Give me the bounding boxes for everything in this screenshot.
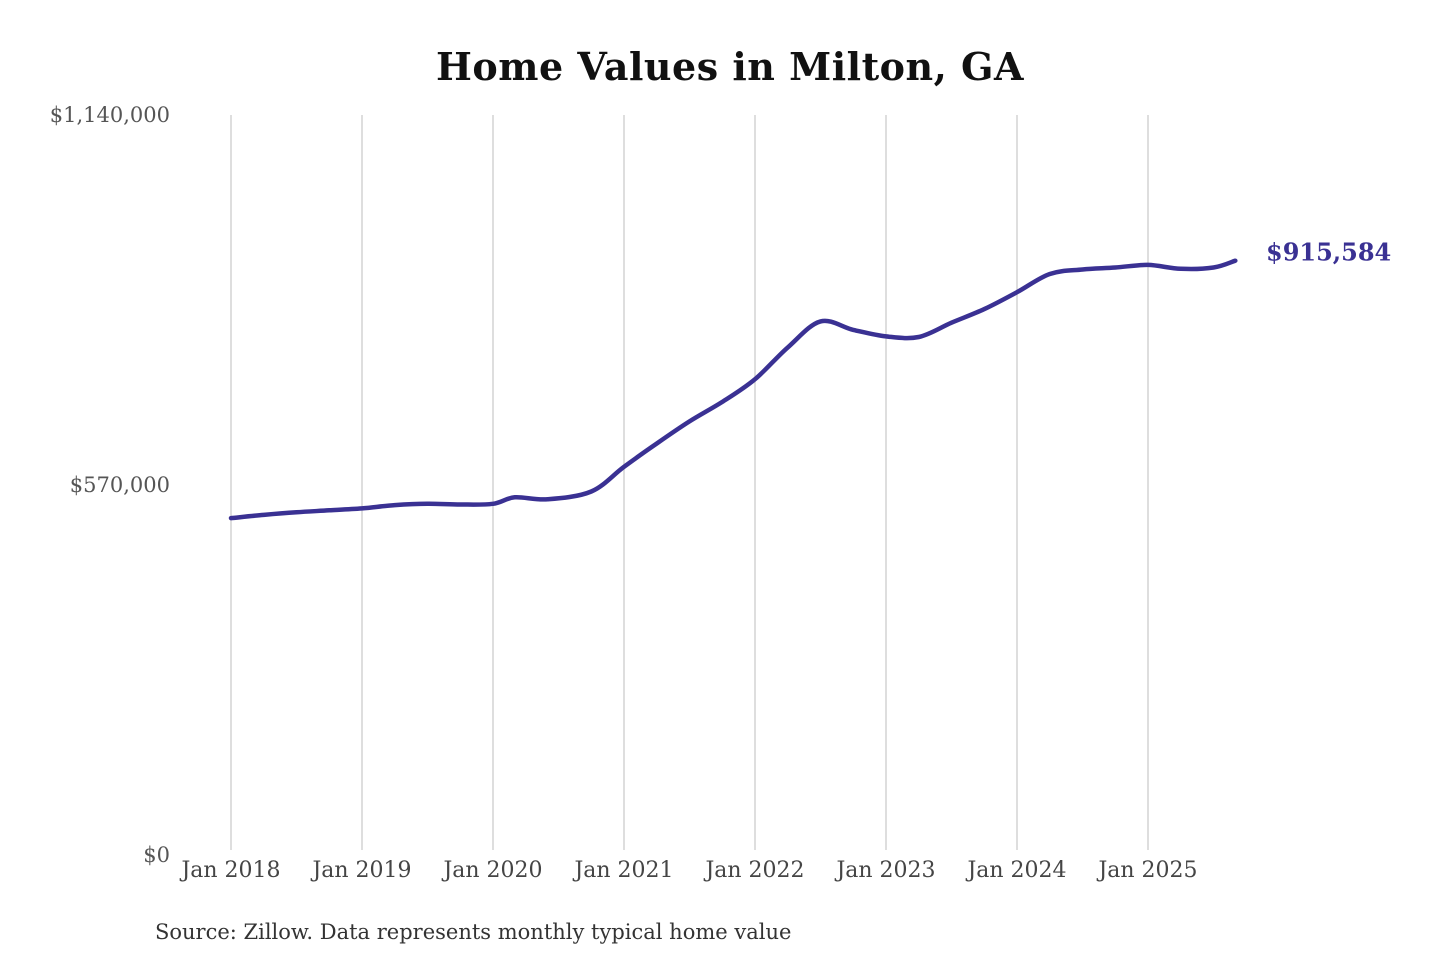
x-axis-tick-label: Jan 2023 xyxy=(836,858,936,883)
x-axis-tick-label: Jan 2024 xyxy=(967,858,1067,883)
current-value-label: $915,584 xyxy=(1266,237,1392,267)
y-axis-tick-label: $1,140,000 xyxy=(49,103,170,127)
chart-title: Home Values in Milton, GA xyxy=(436,44,1024,89)
x-axis-tick-label: Jan 2021 xyxy=(574,858,674,883)
gridlines xyxy=(230,115,1149,850)
home-value-line xyxy=(228,258,1238,521)
x-axis-tick-label: Jan 2019 xyxy=(312,858,412,883)
source-attribution: Source: Zillow. Data represents monthly … xyxy=(155,920,792,944)
x-axis-tick-label: Jan 2022 xyxy=(705,858,805,883)
x-axis-tick-label: Jan 2020 xyxy=(443,858,543,883)
x-axis-tick-label: Jan 2025 xyxy=(1098,858,1198,883)
y-axis-tick-label: $570,000 xyxy=(69,473,170,497)
x-axis-tick-label: Jan 2018 xyxy=(181,858,281,883)
y-axis-tick-label: $0 xyxy=(143,843,170,867)
